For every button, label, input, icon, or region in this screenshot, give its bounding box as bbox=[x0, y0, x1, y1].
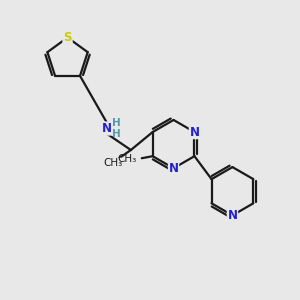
Text: N: N bbox=[169, 162, 178, 175]
Text: CH₃: CH₃ bbox=[103, 158, 122, 168]
Text: N: N bbox=[102, 122, 112, 135]
Text: N: N bbox=[227, 209, 237, 222]
Text: CH₃: CH₃ bbox=[117, 154, 136, 164]
Text: H: H bbox=[112, 118, 121, 128]
Text: H: H bbox=[112, 129, 121, 140]
Text: N: N bbox=[190, 125, 200, 139]
Text: S: S bbox=[63, 31, 72, 44]
